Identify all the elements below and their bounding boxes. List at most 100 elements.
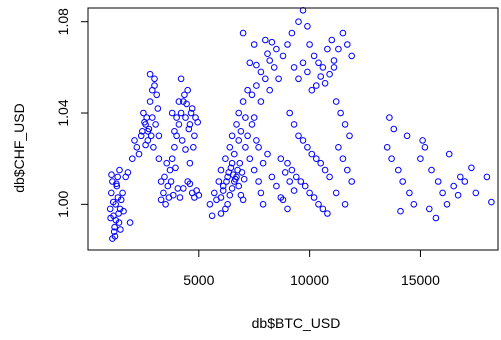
data-point [317, 159, 325, 167]
data-point [228, 185, 236, 192]
data-point [335, 144, 342, 151]
data-point [238, 169, 246, 176]
data-point [250, 41, 258, 48]
data-point [324, 210, 331, 217]
data-point [227, 164, 235, 172]
data-point [151, 75, 158, 83]
data-point [191, 132, 198, 140]
data-point [301, 182, 309, 190]
data-point [304, 23, 311, 30]
data-point [315, 201, 322, 208]
x-tick-label: 10000 [290, 272, 329, 288]
data-point [150, 144, 157, 151]
data-point [228, 159, 236, 167]
data-point [273, 45, 280, 53]
data-point [151, 82, 158, 89]
data-point [310, 52, 318, 60]
data-point [306, 41, 313, 48]
data-point [157, 196, 165, 204]
data-point [339, 29, 347, 37]
data-point [108, 189, 115, 197]
data-point [299, 137, 307, 144]
data-point [348, 178, 356, 185]
data-point [135, 150, 143, 158]
data-point [228, 132, 236, 140]
data-point [131, 137, 138, 144]
data-point [116, 166, 123, 174]
data-point [308, 86, 316, 94]
data-point [439, 189, 446, 197]
data-point [223, 178, 230, 185]
data-point [149, 114, 156, 121]
data-point [168, 109, 176, 117]
data-point [434, 178, 442, 185]
data-point [290, 187, 298, 194]
data-point [177, 75, 185, 83]
data-point [171, 144, 178, 151]
data-point [147, 132, 155, 140]
data-point [142, 141, 149, 149]
data-point [153, 91, 160, 99]
data-point [321, 166, 329, 174]
data-point [106, 205, 114, 213]
data-point [244, 86, 251, 94]
data-point [137, 132, 145, 140]
data-point [188, 105, 196, 112]
data-point [284, 205, 291, 213]
data-point [172, 164, 179, 172]
data-point [235, 182, 242, 190]
data-point [410, 201, 418, 208]
y-axis: 1.00 1.04 1.08 [55, 8, 88, 218]
data-point [279, 196, 287, 204]
data-point [166, 166, 174, 174]
data-point [117, 196, 125, 204]
data-point [297, 178, 305, 185]
data-point [288, 29, 296, 37]
data-point [295, 132, 302, 140]
data-point [239, 29, 247, 37]
data-point [399, 178, 407, 185]
data-point [248, 91, 256, 99]
data-point [186, 159, 194, 167]
data-point [187, 109, 195, 117]
data-point [461, 178, 469, 185]
data-point [129, 155, 136, 162]
data-point [257, 68, 265, 76]
data-point [257, 98, 265, 105]
data-point [253, 82, 260, 89]
data-point [273, 182, 280, 190]
data-point [232, 175, 239, 183]
data-point [181, 91, 188, 99]
data-point [332, 189, 340, 197]
data-point [219, 182, 227, 190]
data-point [335, 45, 342, 53]
data-point [126, 219, 134, 226]
data-point [326, 70, 333, 78]
data-point [113, 182, 121, 190]
data-point [259, 159, 267, 167]
data-point [266, 57, 274, 64]
data-point [395, 166, 402, 174]
data-point [157, 178, 165, 185]
data-point [386, 114, 393, 121]
data-point [146, 98, 154, 105]
data-point [140, 109, 147, 117]
data-point [257, 189, 265, 197]
data-point [259, 201, 267, 208]
data-point [239, 98, 247, 105]
data-point [178, 137, 186, 144]
data-point [468, 164, 475, 172]
data-point [383, 144, 391, 151]
x-axis: 5000 10000 15000 [183, 250, 440, 288]
data-point [421, 144, 429, 151]
data-point [113, 180, 120, 188]
y-tick-label: 1.08 [55, 8, 71, 35]
data-point [236, 159, 244, 167]
data-point [114, 173, 121, 181]
data-point [279, 52, 287, 60]
data-point [304, 144, 311, 151]
data-point [177, 109, 185, 117]
data-point [111, 233, 119, 240]
data-point [231, 150, 238, 158]
data-point [341, 121, 349, 128]
